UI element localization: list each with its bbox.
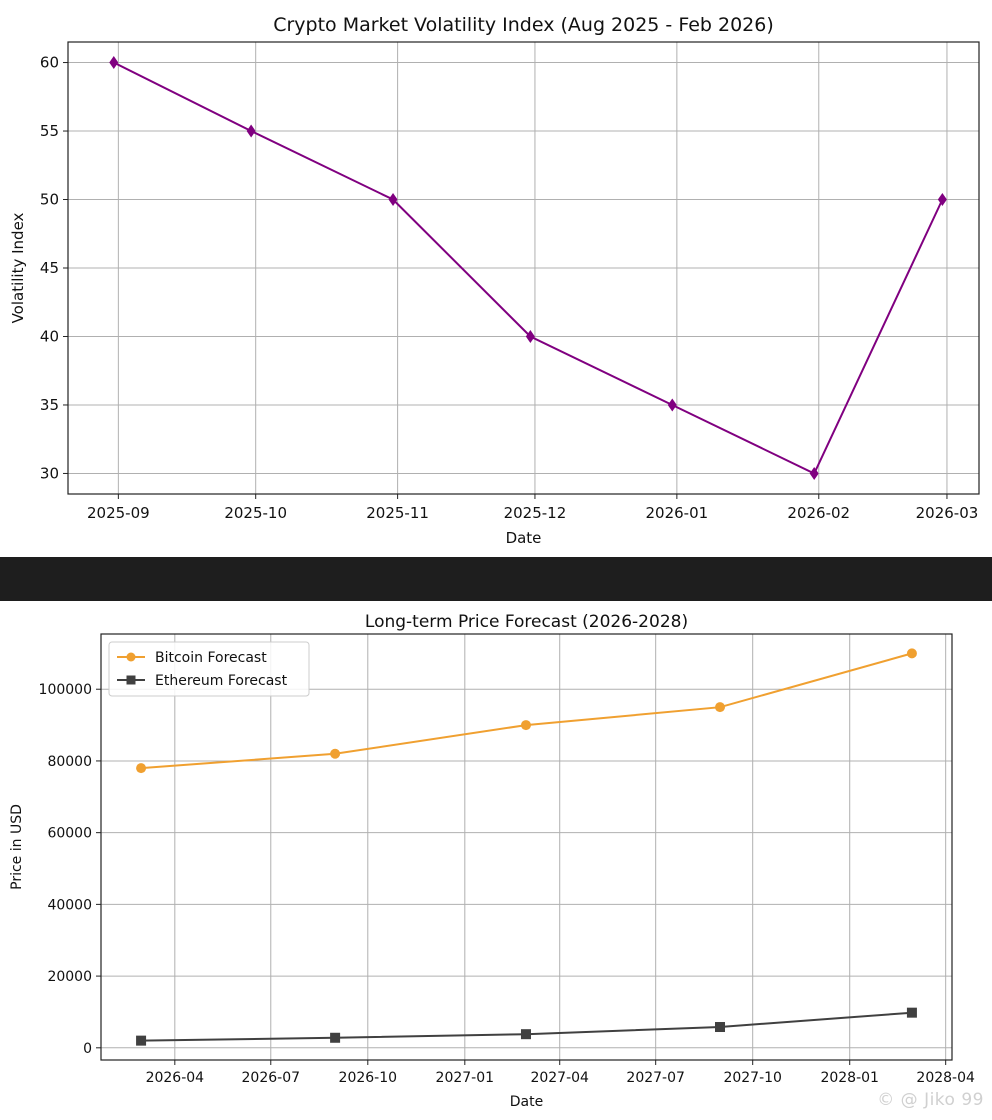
y-tick-label: 45 bbox=[40, 259, 59, 277]
x-tick-label: 2027-01 bbox=[436, 1070, 495, 1086]
bitcoin-forecast-point bbox=[136, 763, 147, 774]
legend-box bbox=[108, 641, 310, 697]
series-0-point bbox=[937, 193, 947, 207]
x-axis-label: Date bbox=[510, 1094, 543, 1110]
series-0-point bbox=[525, 329, 535, 343]
y-tick-label: 80000 bbox=[47, 754, 92, 770]
bitcoin-forecast-point bbox=[520, 720, 531, 731]
x-tick-label: 2026-02 bbox=[787, 504, 850, 522]
ethereum-forecast-legend-marker bbox=[126, 675, 136, 685]
y-tick-label: 0 bbox=[83, 1041, 92, 1057]
bitcoin-forecast-legend-label: Bitcoin Forecast bbox=[155, 650, 267, 666]
series-0-point bbox=[388, 193, 398, 207]
y-tick-label: 55 bbox=[40, 122, 59, 140]
watermark-text: © @ Jiko 99 bbox=[877, 1090, 984, 1110]
x-tick-label: 2027-04 bbox=[530, 1070, 589, 1086]
x-tick-label: 2026-10 bbox=[339, 1070, 398, 1086]
y-tick-label: 30 bbox=[40, 464, 59, 482]
bitcoin-forecast-legend-marker bbox=[126, 652, 136, 662]
x-tick-label: 2027-07 bbox=[626, 1070, 685, 1086]
ethereum-forecast-point bbox=[330, 1032, 341, 1043]
volatility-chart-panel: 2025-09 2025-10 2025-11 2025-12 2026-01 2026-… bbox=[0, 0, 992, 557]
y-tick-label: 35 bbox=[40, 396, 59, 414]
ethereum-forecast-point bbox=[136, 1035, 147, 1046]
series-0-point bbox=[809, 466, 819, 480]
x-tick-label: 2028-01 bbox=[820, 1070, 879, 1086]
x-tick-label: 2025-11 bbox=[366, 504, 429, 522]
bitcoin-forecast-point bbox=[906, 648, 917, 659]
chart-title: Crypto Market Volatility Index (Aug 2025… bbox=[273, 14, 774, 36]
x-tick-label: 2026-07 bbox=[242, 1070, 301, 1086]
bitcoin-forecast-point bbox=[715, 702, 726, 713]
chart-title: Long-term Price Forecast (2026-2028) bbox=[365, 612, 688, 632]
y-tick-label: 40 bbox=[40, 327, 59, 345]
y-tick-label: 60 bbox=[40, 54, 59, 72]
x-tick-label: 2025-09 bbox=[87, 504, 150, 522]
ethereum-forecast-point bbox=[520, 1029, 531, 1040]
series-0-point bbox=[667, 398, 677, 412]
x-tick-label: 2026-01 bbox=[646, 504, 709, 522]
y-axis-label: Volatility Index bbox=[9, 212, 27, 323]
ethereum-forecast-point bbox=[715, 1022, 726, 1033]
ethereum-forecast-point bbox=[906, 1007, 917, 1018]
forecast-chart: 2026-04 2026-07 2026-10 2027-01 2027-04 2027-… bbox=[9, 612, 975, 1110]
volatility-chart: 2025-09 2025-10 2025-11 2025-12 2026-01 2026-… bbox=[9, 14, 980, 547]
plot-frame bbox=[100, 633, 953, 1061]
y-tick-label: 20000 bbox=[47, 969, 92, 985]
x-tick-label: 2025-12 bbox=[504, 504, 567, 522]
x-tick-label: 2026-03 bbox=[916, 504, 979, 522]
x-tick-label: 2025-10 bbox=[224, 504, 287, 522]
y-tick-label: 40000 bbox=[47, 897, 92, 913]
y-tick-label: 60000 bbox=[47, 826, 92, 842]
forecast-chart-panel: 2026-04 2026-07 2026-10 2027-01 2027-04 2027-… bbox=[0, 601, 992, 1120]
series-0-point bbox=[246, 124, 256, 138]
x-tick-label: 2027-10 bbox=[723, 1070, 782, 1086]
y-axis-label: Price in USD bbox=[9, 804, 25, 890]
y-tick-label: 100000 bbox=[39, 682, 92, 698]
x-tick-label: 2026-04 bbox=[146, 1070, 205, 1086]
series-0-point bbox=[109, 56, 119, 70]
ethereum-forecast-legend-label: Ethereum Forecast bbox=[155, 673, 288, 689]
y-tick-label: 50 bbox=[40, 191, 59, 209]
bitcoin-forecast-point bbox=[330, 748, 341, 759]
x-axis-label: Date bbox=[506, 529, 542, 547]
x-tick-label: 2028-04 bbox=[916, 1070, 975, 1086]
panel-divider bbox=[0, 557, 992, 601]
